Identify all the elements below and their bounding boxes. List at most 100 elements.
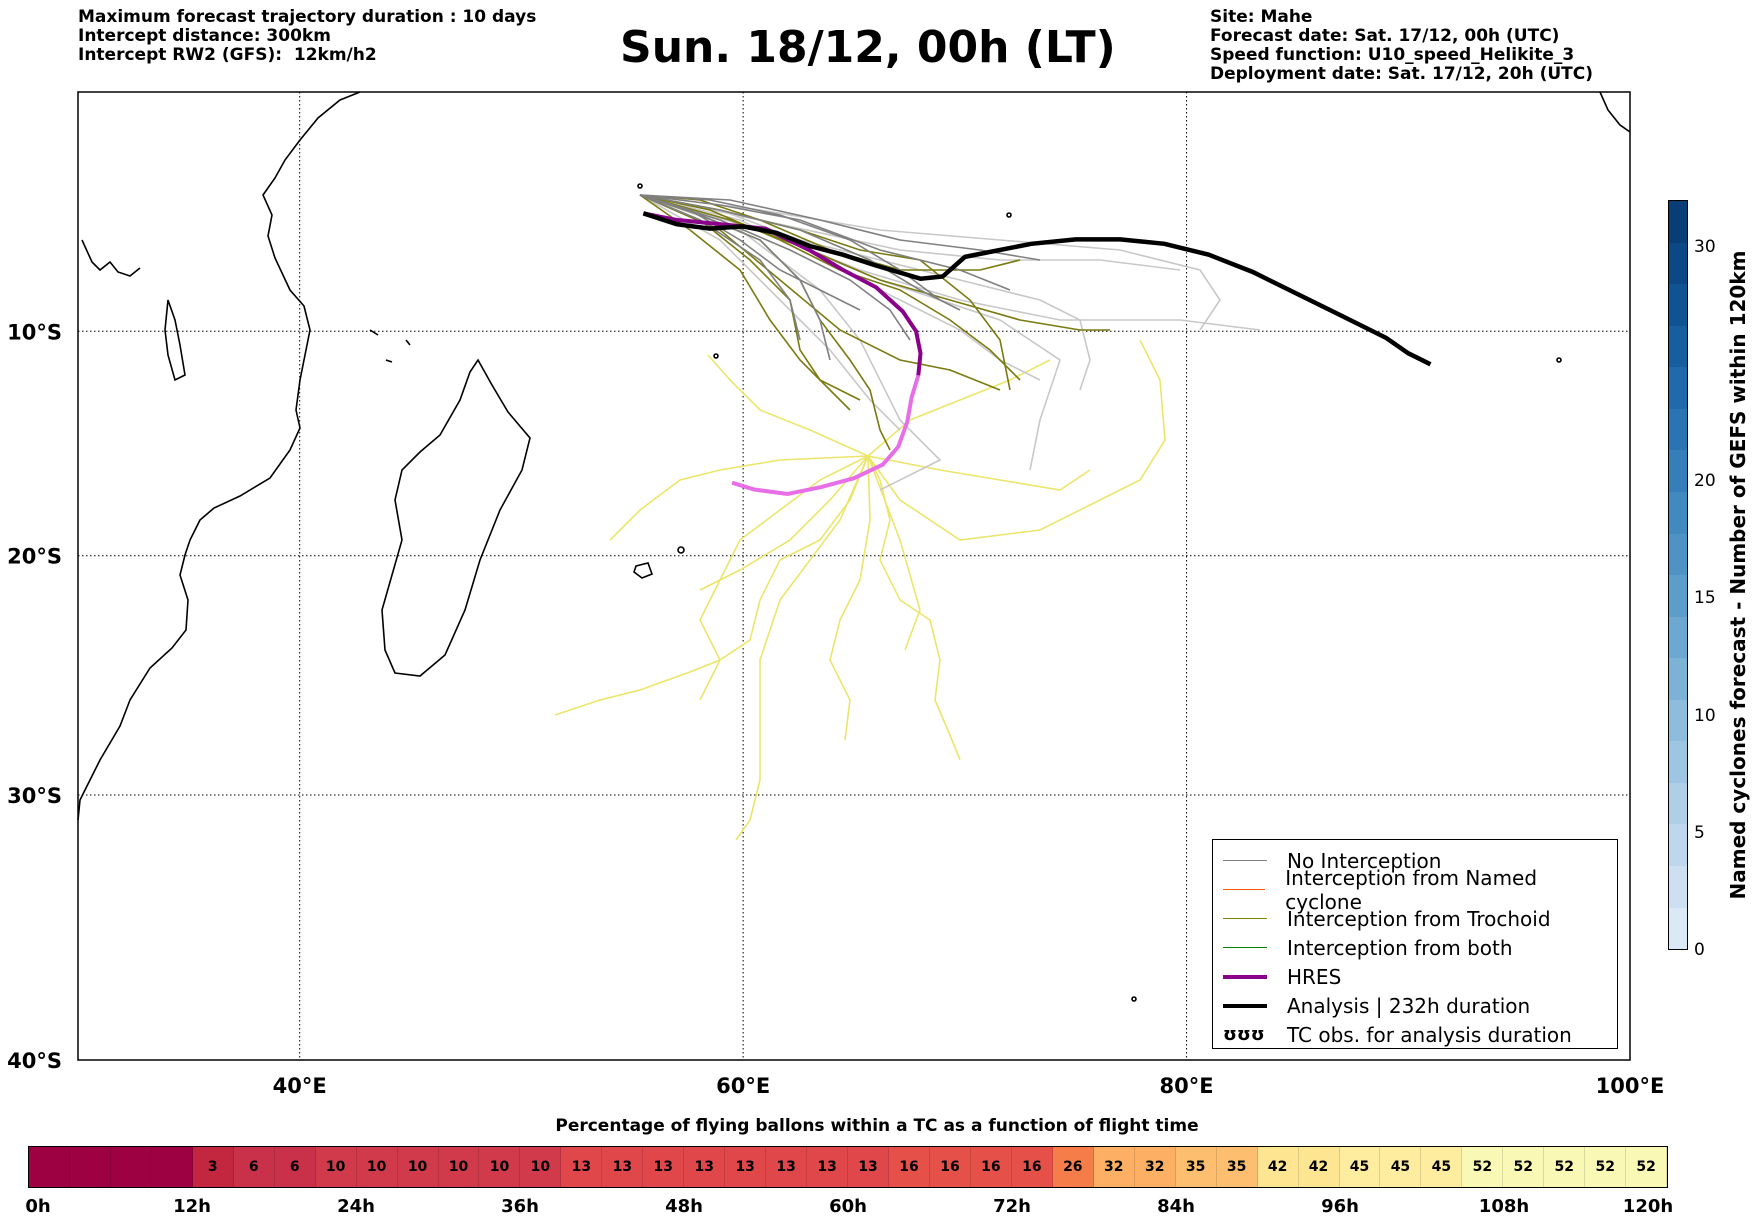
colorbar-segment xyxy=(1669,658,1687,700)
yellow-trajectory xyxy=(867,455,921,651)
light-gray-trajectory xyxy=(639,194,1061,471)
colorbar-segment xyxy=(1669,491,1687,534)
colorbar-tick-label: 30 xyxy=(1694,236,1716,257)
percentage-cell: 6 xyxy=(274,1147,316,1187)
legend-item: HRES xyxy=(1223,962,1607,991)
colorbar-tick-label: 0 xyxy=(1694,940,1705,960)
percentage-cell: 32 xyxy=(1134,1147,1176,1187)
percentage-tick-label: 24h xyxy=(337,1196,375,1217)
yellow-trajectory xyxy=(867,339,1166,541)
africa-coastline xyxy=(77,91,361,821)
percentage-cell: 13 xyxy=(725,1147,767,1187)
intercept-distance-text: Intercept distance: 300km xyxy=(78,26,331,46)
percentage-tick-label: 60h xyxy=(829,1196,867,1217)
legend-swatch xyxy=(1223,888,1266,891)
colorbar-segment xyxy=(1669,866,1687,908)
axis-labels: 40°E 60°E 80°E 100°E 10°S 20°S 30°S 40°S xyxy=(7,320,1664,1098)
forecast-date-text: Forecast date: Sat. 17/12, 00h (UTC) xyxy=(1210,26,1560,46)
percentage-cell: 52 xyxy=(1544,1147,1586,1187)
legend-swatch xyxy=(1223,859,1267,862)
lon-tick-label: 40°E xyxy=(273,1074,327,1098)
page-title: Sun. 18/12, 00h (LT) xyxy=(620,22,1116,73)
horn-coastline xyxy=(81,239,141,277)
percentage-cell: 10 xyxy=(397,1147,439,1187)
legend-label: Analysis | 232h duration xyxy=(1287,993,1531,1018)
agalega-island xyxy=(713,353,719,359)
colorbar-title: Named cyclones forecast - Number of GEFS… xyxy=(1726,250,1750,900)
analysis-track xyxy=(642,211,1432,367)
percentage-cell: 6 xyxy=(233,1147,275,1187)
colorbar-tick-label: 15 xyxy=(1694,588,1716,609)
olive-trajectory xyxy=(639,194,851,411)
percentage-cell: 3 xyxy=(192,1147,234,1187)
percentage-cell: 42 xyxy=(1257,1147,1299,1187)
percentage-cell: 16 xyxy=(970,1147,1012,1187)
cocos-island xyxy=(1556,357,1562,363)
percentage-cell: 35 xyxy=(1175,1147,1217,1187)
percentage-cell: 16 xyxy=(889,1147,930,1187)
light-gray-trajectory xyxy=(639,194,901,431)
intercept-rw2-text: Intercept RW2 (GFS): 12km/h2 xyxy=(78,45,377,65)
colorbar-tick-label: 20 xyxy=(1694,471,1716,492)
yellow-trajectory xyxy=(609,455,869,541)
colorbar-segment xyxy=(1669,450,1687,492)
yellow-trajectory xyxy=(867,359,1051,457)
legend-item: Interception from both xyxy=(1223,933,1607,962)
yellow-trajectory xyxy=(699,455,869,701)
percentage-cell: 52 xyxy=(1585,1147,1627,1187)
seychelles-island xyxy=(637,183,643,189)
percentage-cell: 35 xyxy=(1216,1147,1258,1187)
percentage-tick-label: 84h xyxy=(1157,1196,1195,1217)
legend-swatch xyxy=(1223,1003,1267,1008)
yellow-trajectory xyxy=(699,455,869,591)
percentage-cell: 52 xyxy=(1626,1147,1668,1187)
header-right: Site: Mahe Forecast date: Sat. 17/12, 00h… xyxy=(1210,8,1593,84)
yellow-trajectory xyxy=(829,455,871,741)
yellow-trajectory xyxy=(867,455,961,761)
colorbar-segment xyxy=(1669,824,1687,866)
percentage-cell: 10 xyxy=(520,1147,562,1187)
gray-trajectory xyxy=(639,194,831,361)
percentage-cell: 45 xyxy=(1380,1147,1422,1187)
percentage-tick-label: 36h xyxy=(501,1196,539,1217)
lon-tick-label: 100°E xyxy=(1596,1074,1665,1098)
colorbar-segment xyxy=(1669,616,1687,659)
percentage-bar-title: Percentage of flying ballons within a TC… xyxy=(555,1116,1199,1136)
percentage-tick-label: 0h xyxy=(25,1196,51,1217)
legend-label: HRES xyxy=(1287,964,1342,989)
legend-item: Interception from Trochoid xyxy=(1223,904,1607,933)
site-text: Site: Mahe xyxy=(1210,7,1313,27)
percentage-tick-label: 48h xyxy=(665,1196,703,1217)
percentage-cell: 13 xyxy=(848,1147,890,1187)
percentage-cell: 10 xyxy=(315,1147,357,1187)
named-cyclone-colorbar xyxy=(1668,200,1688,950)
percentage-cell: 10 xyxy=(479,1147,521,1187)
legend-swatch xyxy=(1223,917,1267,920)
legend-label: No Interception xyxy=(1287,848,1442,873)
colorbar-segment xyxy=(1669,907,1687,950)
light-gray-trajectory xyxy=(639,194,1181,271)
speed-function-text: Speed function: U10_speed_Helikite_3 xyxy=(1210,45,1575,65)
light-gray-trajectory xyxy=(639,194,1091,391)
percentage-bar: 3 6 6 10 10 10 10 10 10 13 13 13 13 13 13 13 13 16 16 16 16 2… xyxy=(28,1146,1668,1188)
madagascar-coastline xyxy=(381,358,531,677)
colorbar-segment xyxy=(1669,201,1687,243)
indonesia-coastline xyxy=(1599,91,1631,133)
colorbar-segment xyxy=(1669,533,1687,576)
colorbar-segment xyxy=(1669,575,1687,617)
reunion-island xyxy=(633,562,654,579)
legend-item: ʊʊʊ TC obs. for analysis duration xyxy=(1223,1020,1607,1049)
percentage-cell: 13 xyxy=(766,1147,808,1187)
colorbar-segment xyxy=(1669,741,1687,783)
percentage-tick-label: 108h xyxy=(1478,1196,1530,1217)
olive-trajectory xyxy=(639,194,1021,381)
percentage-cell: 13 xyxy=(807,1147,849,1187)
percentage-cell: 42 xyxy=(1298,1147,1340,1187)
percentage-cell: 10 xyxy=(356,1147,398,1187)
percentage-tick-label: 12h xyxy=(173,1196,211,1217)
gray-trajectory xyxy=(639,194,1011,291)
lat-tick-label: 10°S xyxy=(7,320,62,344)
coastlines xyxy=(77,91,1631,1002)
lake-outline xyxy=(164,299,186,382)
